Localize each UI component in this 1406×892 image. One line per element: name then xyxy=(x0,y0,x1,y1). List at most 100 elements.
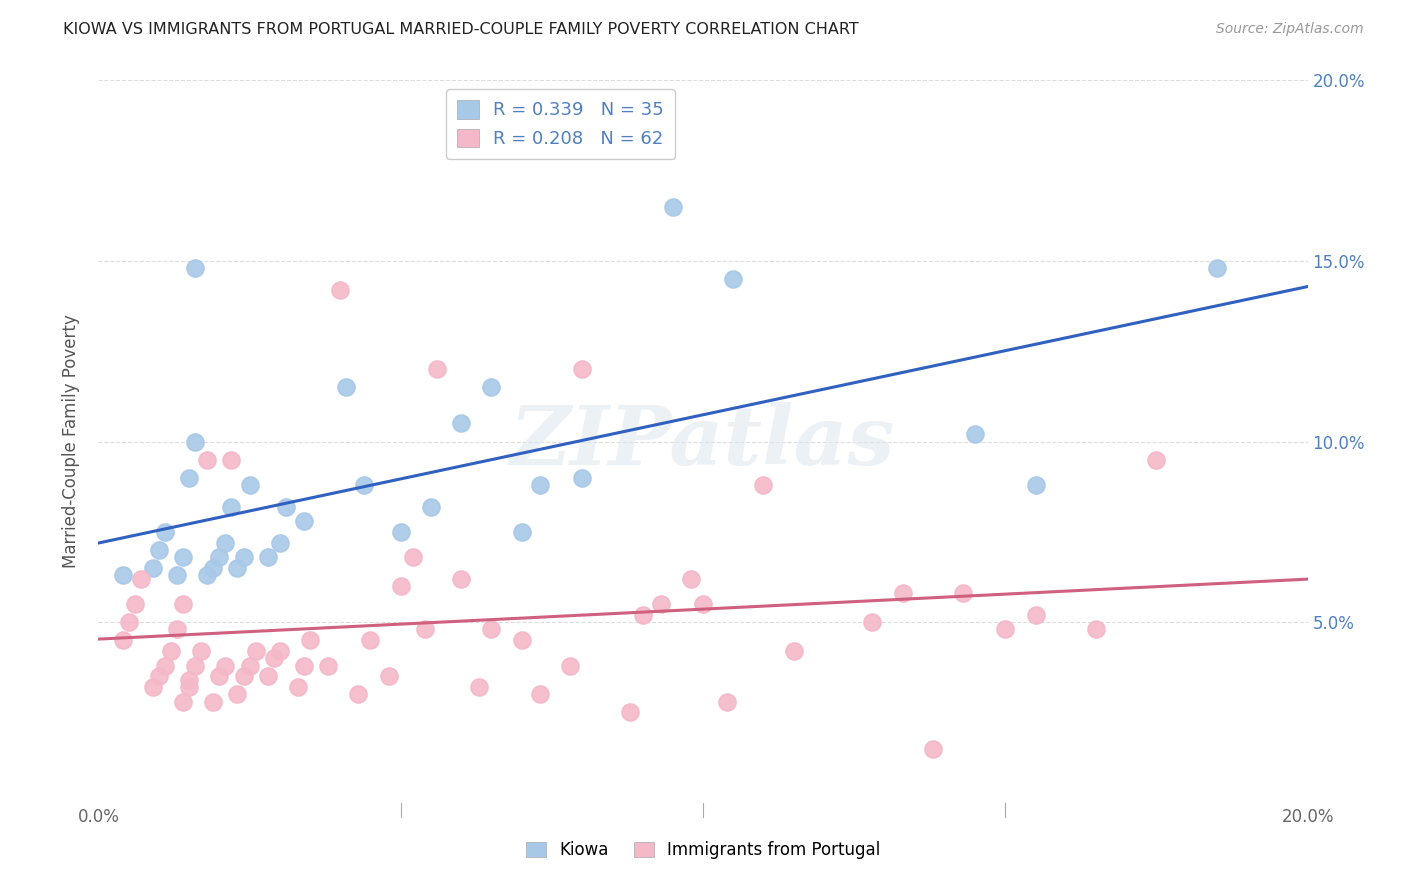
Point xyxy=(142,561,165,575)
Legend: Kiowa, Immigrants from Portugal: Kiowa, Immigrants from Portugal xyxy=(519,835,887,866)
Point xyxy=(389,524,412,539)
Point xyxy=(723,272,745,286)
Point xyxy=(571,362,593,376)
Point xyxy=(287,680,309,694)
Point xyxy=(256,550,278,565)
Point xyxy=(153,524,176,539)
Point xyxy=(111,633,134,648)
Point xyxy=(148,669,170,683)
Point xyxy=(952,586,974,600)
Point xyxy=(377,669,399,683)
Point xyxy=(256,669,278,683)
Point xyxy=(316,658,339,673)
Point xyxy=(269,535,291,549)
Point xyxy=(402,550,425,565)
Point xyxy=(129,572,152,586)
Point xyxy=(692,597,714,611)
Point xyxy=(413,623,436,637)
Point xyxy=(335,380,357,394)
Point xyxy=(994,623,1017,637)
Point xyxy=(239,478,262,492)
Point xyxy=(450,572,472,586)
Point xyxy=(232,550,254,565)
Point xyxy=(558,658,581,673)
Point xyxy=(752,478,775,492)
Point xyxy=(172,695,194,709)
Point xyxy=(179,471,201,485)
Text: KIOWA VS IMMIGRANTS FROM PORTUGAL MARRIED-COUPLE FAMILY POVERTY CORRELATION CHAR: KIOWA VS IMMIGRANTS FROM PORTUGAL MARRIE… xyxy=(63,22,859,37)
Point xyxy=(118,615,141,630)
Point xyxy=(783,644,806,658)
Point xyxy=(226,561,249,575)
Point xyxy=(650,597,672,611)
Point xyxy=(299,633,322,648)
Point xyxy=(153,658,176,673)
Point xyxy=(529,687,551,701)
Point xyxy=(510,633,533,648)
Point xyxy=(190,644,212,658)
Point xyxy=(184,261,207,276)
Point xyxy=(1024,607,1046,622)
Point xyxy=(274,500,297,514)
Point xyxy=(172,550,194,565)
Point xyxy=(184,434,207,449)
Point xyxy=(329,283,352,297)
Point xyxy=(221,500,243,514)
Point xyxy=(619,706,641,720)
Legend: R = 0.339   N = 35, R = 0.208   N = 62: R = 0.339 N = 35, R = 0.208 N = 62 xyxy=(446,89,675,159)
Point xyxy=(202,561,225,575)
Point xyxy=(481,623,503,637)
Point xyxy=(921,741,943,756)
Point xyxy=(166,623,188,637)
Point xyxy=(1206,261,1229,276)
Point xyxy=(202,695,225,709)
Point xyxy=(510,524,533,539)
Point xyxy=(571,471,593,485)
Point xyxy=(232,669,254,683)
Point xyxy=(269,644,291,658)
Point xyxy=(263,651,285,665)
Point xyxy=(208,550,231,565)
Point xyxy=(1144,452,1167,467)
Point xyxy=(214,658,236,673)
Point xyxy=(239,658,262,673)
Point xyxy=(661,200,683,214)
Point xyxy=(891,586,914,600)
Point xyxy=(221,452,243,467)
Point xyxy=(195,568,218,582)
Point xyxy=(389,579,412,593)
Point xyxy=(226,687,249,701)
Point xyxy=(360,633,382,648)
Point xyxy=(142,680,165,694)
Point xyxy=(450,417,472,431)
Point xyxy=(160,644,183,658)
Point xyxy=(426,362,449,376)
Point xyxy=(1024,478,1046,492)
Point xyxy=(481,380,503,394)
Point xyxy=(208,669,231,683)
Text: Source: ZipAtlas.com: Source: ZipAtlas.com xyxy=(1216,22,1364,37)
Point xyxy=(214,535,236,549)
Point xyxy=(195,452,218,467)
Point xyxy=(179,680,201,694)
Point xyxy=(179,673,201,687)
Y-axis label: Married-Couple Family Poverty: Married-Couple Family Poverty xyxy=(62,315,80,568)
Point xyxy=(292,514,315,528)
Point xyxy=(860,615,883,630)
Point xyxy=(347,687,370,701)
Point xyxy=(631,607,654,622)
Point xyxy=(245,644,267,658)
Point xyxy=(184,658,207,673)
Point xyxy=(529,478,551,492)
Text: ZIPatlas: ZIPatlas xyxy=(510,401,896,482)
Point xyxy=(468,680,491,694)
Point xyxy=(172,597,194,611)
Point xyxy=(124,597,146,611)
Point xyxy=(148,542,170,557)
Point xyxy=(965,427,987,442)
Point xyxy=(166,568,188,582)
Point xyxy=(420,500,443,514)
Point xyxy=(679,572,702,586)
Point xyxy=(1085,623,1108,637)
Point xyxy=(716,695,738,709)
